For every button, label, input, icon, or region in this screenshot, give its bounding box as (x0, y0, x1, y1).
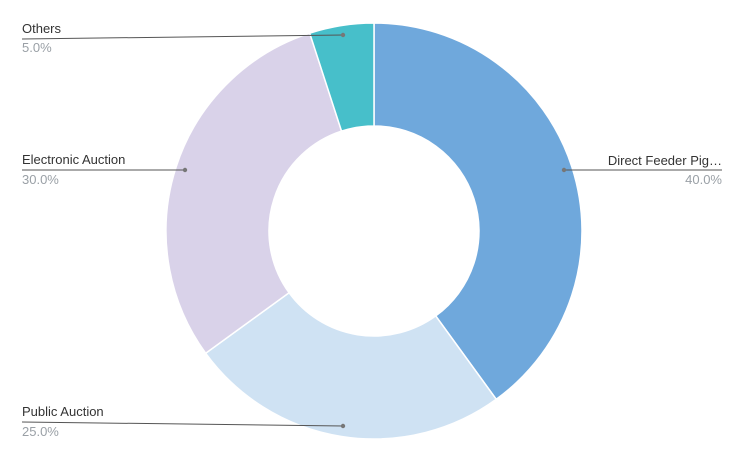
leader-dot-direct-feeder-pig (561, 167, 567, 173)
leader-line-public-auction (21, 421, 344, 427)
slice-label-direct-feeder-pig: Direct Feeder Pig… (608, 153, 722, 168)
slices-group (165, 22, 583, 440)
leader-dot-others (340, 32, 346, 38)
slice-value-direct-feeder-pig: 40.0% (685, 172, 722, 187)
leader-dot-electronic-auction (182, 167, 188, 173)
slice-direct-feeder-pig (373, 22, 583, 401)
slice-others (308, 22, 375, 133)
slice-label-electronic-auction: Electronic Auction (22, 152, 125, 167)
slice-value-others: 5.0% (22, 40, 52, 55)
labels-group: Direct Feeder Pig… 40.0% Public Auction 25.… (21, 21, 722, 439)
leader-line-others (21, 34, 344, 40)
slice-label-public-auction: Public Auction (22, 404, 104, 419)
slice-value-public-auction: 25.0% (22, 424, 59, 439)
slice-public-auction (204, 291, 498, 440)
slice-label-others: Others (22, 21, 62, 36)
slice-electronic-auction (165, 32, 343, 355)
leader-dot-public-auction (340, 423, 346, 429)
slice-value-electronic-auction: 30.0% (22, 172, 59, 187)
